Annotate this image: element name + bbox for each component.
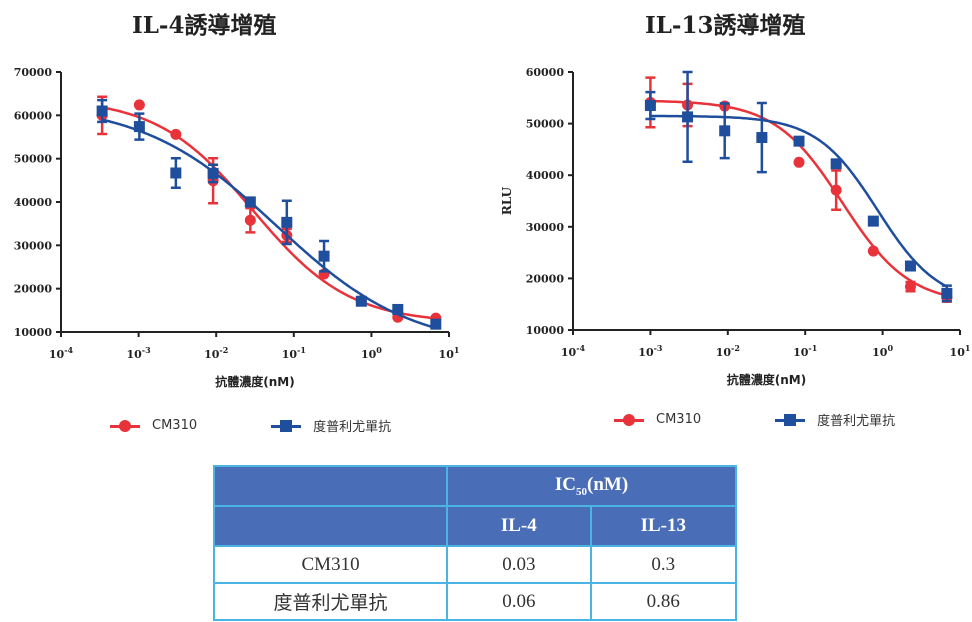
- table-cell: 0.3: [589, 545, 738, 584]
- empty-header-cell: [212, 465, 449, 507]
- table-row: CM310 0.03 0.3: [212, 545, 738, 584]
- x-tick-label: 101: [439, 345, 460, 361]
- legend-left: CM310 度普利尤單抗: [110, 416, 391, 435]
- y-tick-label: 50000: [526, 118, 565, 131]
- y-tick-label: 20000: [526, 272, 565, 285]
- row-label: CM310: [212, 545, 449, 584]
- data-point: [281, 216, 293, 228]
- data-point: [430, 318, 442, 330]
- data-point: [318, 250, 330, 262]
- data-point: [133, 121, 145, 133]
- column-header-il13: IL-13: [589, 505, 738, 547]
- row-label: 度普利尤單抗: [212, 582, 449, 621]
- table-subheader-row: IL-4 IL-13: [212, 505, 738, 547]
- data-point: [682, 111, 694, 123]
- data-point: [867, 215, 879, 227]
- y-tick-label: 40000: [14, 196, 53, 209]
- fit-curve-square: [650, 114, 947, 288]
- data-point: [244, 196, 256, 208]
- x-tick-label: 10-4: [49, 345, 74, 361]
- data-point: [867, 245, 879, 257]
- y-tick-label: 20000: [14, 283, 53, 296]
- data-point: [904, 260, 916, 272]
- table-cell: 0.06: [446, 582, 592, 621]
- legend-label-cm310: CM310: [152, 418, 198, 433]
- x-tick-label: 101: [950, 343, 971, 359]
- y-tick-label: 40000: [526, 169, 565, 182]
- y-tick-label: 50000: [14, 153, 53, 166]
- data-point: [719, 125, 731, 137]
- legend-square-marker-icon: [271, 419, 302, 433]
- data-point: [96, 105, 108, 117]
- data-point: [207, 167, 219, 179]
- legend-circle-marker-icon: [614, 413, 644, 427]
- x-tick-label: 100: [361, 345, 382, 361]
- x-tick-label: 10-2: [204, 345, 228, 361]
- table-cell: 0.86: [589, 582, 738, 621]
- y-tick-label: 60000: [526, 66, 565, 79]
- ic50-header: IC50(nM): [446, 465, 737, 507]
- data-point: [355, 295, 367, 307]
- legend-circle-marker-icon: [110, 419, 140, 433]
- legend-label-dupilumab: 度普利尤單抗: [313, 420, 392, 435]
- y-axis-label: RLU: [500, 186, 514, 215]
- chart-title-il13: IL-13誘導增殖: [645, 12, 806, 39]
- legend-right: CM310 度普利尤單抗: [614, 410, 895, 429]
- data-point: [133, 99, 145, 111]
- legend-label-dupilumab: 度普利尤單抗: [817, 414, 896, 429]
- data-point: [830, 158, 842, 170]
- y-tick-label: 30000: [526, 221, 565, 234]
- data-point: [904, 281, 916, 293]
- table-header-row: IC50(nM): [212, 465, 737, 507]
- data-point: [793, 156, 805, 168]
- data-point: [170, 128, 182, 140]
- data-point: [793, 135, 805, 147]
- empty-header-cell: [212, 505, 449, 547]
- ic50-table: IC50(nM) IL-4 IL-13 CM310 0.03 0.3 度普利尤單…: [212, 465, 738, 621]
- data-point: [830, 184, 842, 196]
- x-tick-label: 10-2: [716, 343, 740, 359]
- y-tick-label: 10000: [14, 326, 53, 339]
- fit-curve-circle: [101, 106, 436, 320]
- table-row: 度普利尤單抗 0.06 0.86: [212, 582, 738, 621]
- y-tick-label: 10000: [526, 324, 565, 337]
- data-point: [392, 303, 404, 315]
- x-tick-label: 10-4: [561, 343, 586, 359]
- y-tick-label: 30000: [14, 239, 53, 252]
- legend-label-cm310: CM310: [656, 412, 702, 427]
- x-tick-label: 10-3: [126, 345, 151, 361]
- data-point: [644, 100, 656, 112]
- data-point: [756, 132, 768, 144]
- x-tick-label: 100: [872, 343, 893, 359]
- legend-square-marker-icon: [775, 413, 806, 427]
- x-tick-label: 10-3: [638, 343, 663, 359]
- x-tick-label: 10-1: [282, 345, 306, 361]
- x-axis-label: 抗體濃度(nM): [215, 374, 294, 389]
- data-point: [244, 214, 256, 226]
- column-header-il4: IL-4: [446, 505, 592, 547]
- table-cell: 0.03: [446, 545, 592, 584]
- fit-curve-square: [101, 118, 437, 330]
- data-point: [941, 287, 953, 299]
- chart-title-il4: IL-4誘導增殖: [132, 12, 277, 39]
- x-tick-label: 10-1: [793, 343, 817, 359]
- y-tick-label: 60000: [14, 109, 53, 122]
- x-axis-label: 抗體濃度(nM): [727, 372, 806, 387]
- data-point: [170, 167, 182, 179]
- y-tick-label: 70000: [14, 66, 53, 79]
- chart-1: 10000 20000 30000 40000 50000 60000 10-4 10-3 10…: [500, 66, 970, 387]
- chart-0: 10000 20000 30000 40000 50000 60000 70000 10-4 1…: [14, 66, 460, 389]
